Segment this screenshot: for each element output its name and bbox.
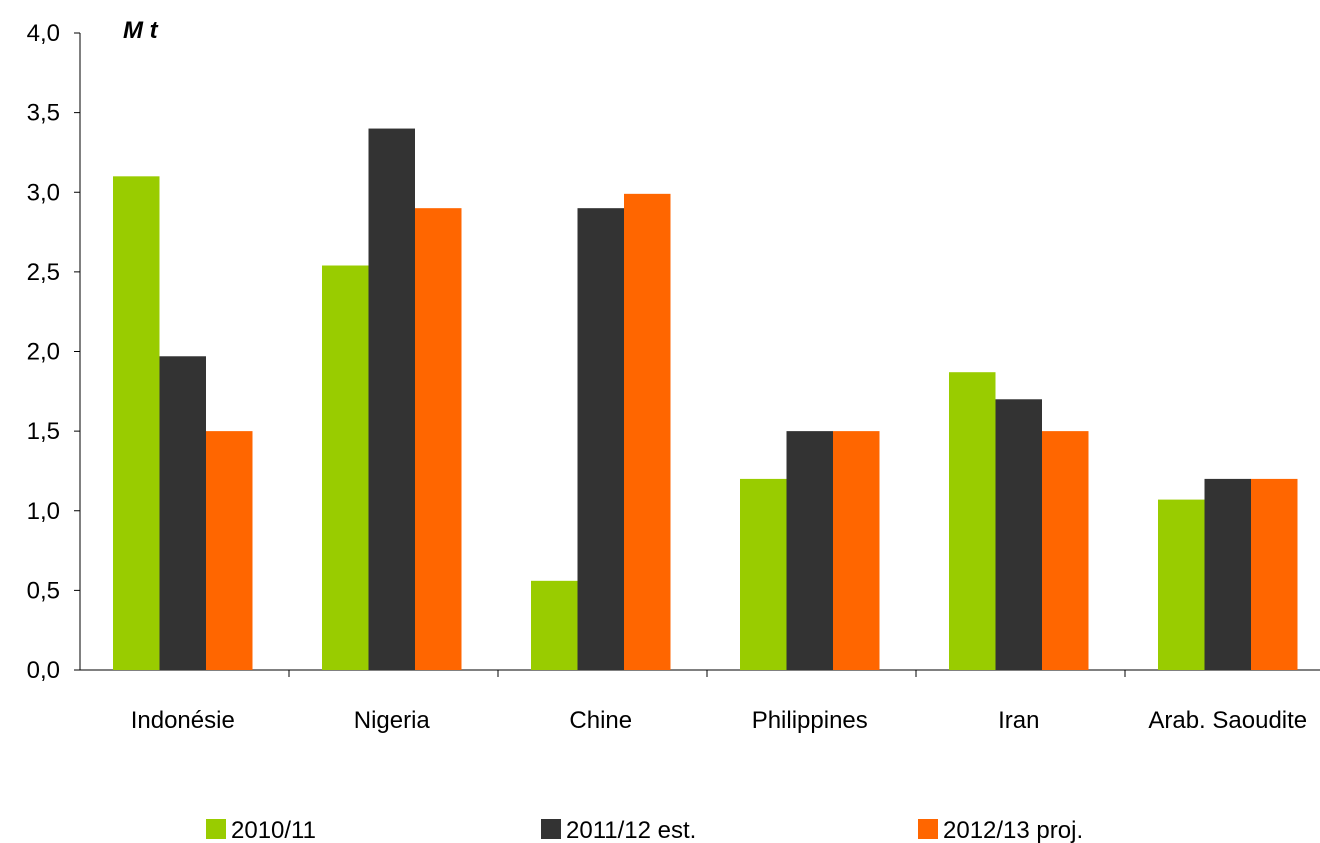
legend-swatch <box>541 819 561 839</box>
unit-label: M t <box>123 17 159 44</box>
legend-label: 2011/12 est. <box>566 817 696 843</box>
category-label: Arab. Saoudite <box>1148 707 1307 734</box>
bar-3-1 <box>786 431 833 670</box>
bar-0-0 <box>113 176 160 670</box>
y-tick-label: 2,5 <box>27 259 60 286</box>
bar-5-1 <box>1204 478 1251 670</box>
y-tick-label: 3,5 <box>27 100 60 127</box>
bar-4-0 <box>949 372 996 670</box>
y-tick-label: 0,5 <box>27 577 60 604</box>
y-tick-label: 2,0 <box>27 339 60 366</box>
bar-2-2 <box>624 193 671 670</box>
bar-3-0 <box>740 478 787 670</box>
bar-1-2 <box>415 208 462 671</box>
legend-label: 2012/13 proj. <box>943 817 1083 843</box>
bar-1-0 <box>322 265 369 670</box>
bar-2-1 <box>577 208 624 671</box>
bar-5-0 <box>1158 499 1205 670</box>
bar-2-0 <box>531 580 578 670</box>
category-label: Chine <box>569 707 632 734</box>
category-label: Indonésie <box>131 707 235 734</box>
category-label: Philippines <box>752 707 868 734</box>
category-labels: Indonésie Nigeria Chine Philippines Iran Arab… <box>131 707 1307 734</box>
bar-1-1 <box>368 128 415 671</box>
legend-label: 2010/11 <box>231 817 316 843</box>
bar-0-2 <box>206 431 253 670</box>
y-ticks: 0,0 0,5 1,0 1,5 2,0 2,5 3,0 3,5 4,0 <box>27 20 80 684</box>
axes <box>79 33 1320 671</box>
y-tick-label: 1,5 <box>27 418 60 445</box>
y-tick-label: 1,0 <box>27 498 60 525</box>
category-label: Iran <box>998 707 1039 734</box>
category-label: Nigeria <box>354 707 431 734</box>
y-tick-label: 3,0 <box>27 179 60 206</box>
legend-swatch <box>206 819 226 839</box>
x-ticks <box>288 670 1126 677</box>
legend: 2010/11 2011/12 est. 2012/13 proj. <box>206 817 1083 843</box>
bar-4-2 <box>1042 431 1089 670</box>
bar-3-2 <box>833 431 880 670</box>
legend-swatch <box>918 819 938 839</box>
bar-0-1 <box>159 356 206 670</box>
bar-5-2 <box>1251 478 1298 670</box>
y-tick-label: 0,0 <box>27 657 60 684</box>
bar-4-1 <box>995 399 1042 670</box>
bars <box>113 128 1298 671</box>
y-tick-label: 4,0 <box>27 20 60 47</box>
